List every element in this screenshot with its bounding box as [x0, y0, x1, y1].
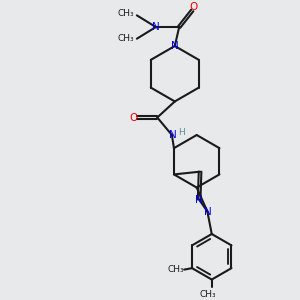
Text: CH₃: CH₃	[200, 290, 217, 298]
Text: H: H	[178, 128, 184, 136]
Text: CH₃: CH₃	[168, 265, 184, 274]
Text: O: O	[129, 112, 137, 122]
Text: N: N	[203, 206, 211, 217]
Text: CH₃: CH₃	[118, 34, 134, 43]
Text: N: N	[152, 22, 160, 32]
Text: N: N	[195, 195, 203, 205]
Text: N: N	[171, 41, 179, 51]
Text: CH₃: CH₃	[118, 9, 134, 18]
Text: N: N	[169, 130, 177, 140]
Text: O: O	[190, 2, 198, 13]
